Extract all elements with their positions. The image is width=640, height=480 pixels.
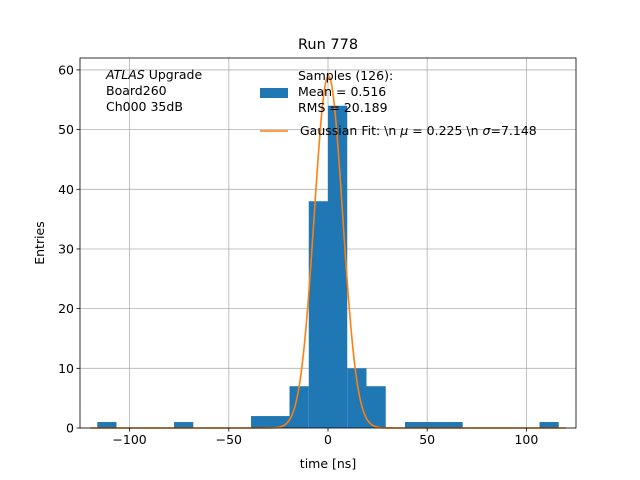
annotation-line: ATLAS Upgrade <box>105 67 202 82</box>
x-tick-label: −50 <box>216 432 242 447</box>
x-tick-label: −100 <box>112 432 146 447</box>
x-axis-label: time [ns] <box>300 456 356 471</box>
legend-swatch-histogram <box>260 88 288 98</box>
annotation-line: Ch000 35dB <box>106 99 183 114</box>
histogram-bar <box>308 201 328 428</box>
y-tick-label: 60 <box>58 62 74 77</box>
chart-title: Run 778 <box>298 37 358 53</box>
atlas-annotation: ATLAS Upgrade Board260 Ch000 35dB <box>105 67 202 114</box>
histogram-bar <box>97 422 117 428</box>
histogram-bar <box>366 386 386 428</box>
histogram-bar <box>174 422 194 428</box>
legend-label-histogram: RMS = 20.189 <box>298 100 388 115</box>
histogram-bar <box>347 368 367 428</box>
annotation-text: Upgrade <box>145 67 203 82</box>
histogram-bar <box>404 422 463 428</box>
histogram-bars <box>97 105 559 428</box>
legend-fit-part: Gaussian Fit: \n <box>300 123 400 138</box>
annotation-italic: ATLAS <box>105 67 145 82</box>
y-tick-label: 30 <box>58 241 74 256</box>
y-tick-label: 10 <box>58 361 74 376</box>
histogram-bar <box>251 416 290 428</box>
annotation-line: Board260 <box>106 83 167 98</box>
legend-fit-part: =7.148 <box>490 123 536 138</box>
y-tick-label: 50 <box>58 122 74 137</box>
histogram-bar <box>328 105 348 428</box>
legend-label-histogram: Samples (126): <box>298 68 393 83</box>
legend-fit-part: = 0.225 \n <box>408 123 482 138</box>
legend-fit-part: μ <box>399 123 408 138</box>
axis-ticks: −100 −50 0 50 100 0 10 20 30 40 50 60 <box>58 62 538 447</box>
annotation-text: Board260 <box>106 83 167 98</box>
x-tick-label: 50 <box>419 432 435 447</box>
y-tick-label: 40 <box>58 182 74 197</box>
annotation-text: Ch000 35dB <box>106 99 183 114</box>
y-tick-label: 20 <box>58 301 74 316</box>
legend-fit-part: σ <box>483 123 492 138</box>
histogram-bar <box>289 386 309 428</box>
x-tick-label: 0 <box>324 432 332 447</box>
legend-label-fit: Gaussian Fit: \n μ = 0.225 \n σ=7.148 <box>300 123 537 138</box>
legend-label-histogram: Mean = 0.516 <box>298 84 386 99</box>
histogram-bar <box>539 422 559 428</box>
legend: Samples (126): Mean = 0.516 RMS = 20.189… <box>260 68 537 138</box>
x-tick-label: 100 <box>514 432 538 447</box>
y-tick-label: 0 <box>66 421 74 436</box>
y-axis-label: Entries <box>32 221 47 265</box>
